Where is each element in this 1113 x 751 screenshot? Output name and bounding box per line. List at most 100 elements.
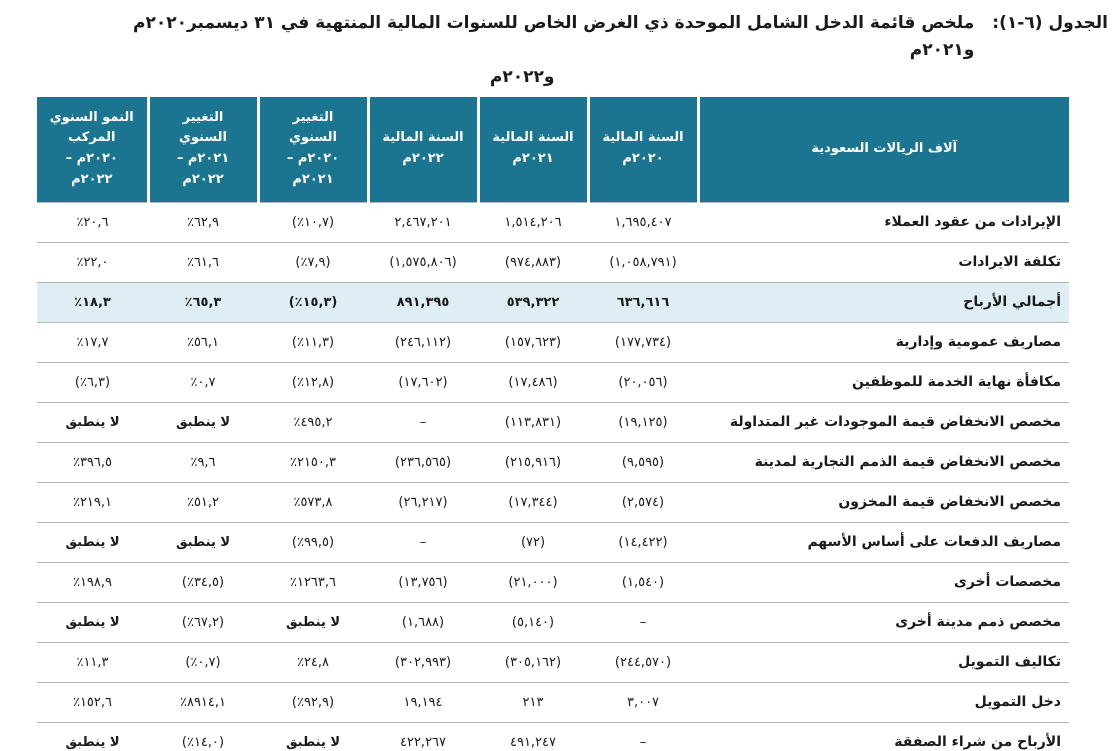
col-header-fy2020: السنة المالية ٢٠٢٠م [588, 97, 700, 202]
cell-annual-change-2021-2022: لا ينطبق [148, 522, 258, 563]
table-caption: الجدول (٦-١): ملخص قائمة الدخل الشامل ال… [0, 0, 1113, 91]
cell-annual-change-2021-2022: (٦٧,٢٪) [148, 602, 258, 643]
cell-fy2022: ٨٩١,٣٩٥ [368, 282, 478, 323]
cell-annual-change-2021-2022: (١٤,٠٪) [148, 722, 258, 751]
row-label: مخصصات أخرى [698, 562, 1069, 603]
cell-annual-change-2020-2021: (١١,٣٪) [258, 322, 368, 363]
cell-annual-change-2020-2021: لا ينطبق [258, 722, 368, 751]
cell-annual-change-2020-2021: (٩٩,٥٪) [258, 522, 368, 563]
cell-fy2022: (٢٣٦,٥٦٥) [368, 442, 478, 483]
cell-cagr-2020-2022: لا ينطبق [37, 522, 148, 563]
cell-fy2022: (٣٠٢,٩٩٣) [368, 642, 478, 683]
cell-annual-change-2020-2021: (١٠,٧٪) [258, 201, 368, 243]
table-row: مصاريف عمومية وإدارية (١٧٧,٧٣٤) (١٥٧,٦٢٣… [37, 322, 1069, 363]
cell-cagr-2020-2022: لا ينطبق [37, 402, 148, 443]
table-row: الأرباح من شراء الصفقة – ٤٩١,٢٤٧ ٤٢٢,٢٦٧… [37, 722, 1069, 751]
cell-fy2021: (٢١٥,٩١٦) [478, 442, 588, 483]
cell-annual-change-2021-2022: ٦٢,٩٪ [148, 201, 258, 243]
col-header-fy2021: السنة المالية ٢٠٢١م [478, 97, 590, 202]
cell-annual-change-2021-2022: ٩,٦٪ [148, 442, 258, 483]
row-label: تكلفة الايرادات [698, 242, 1069, 283]
cell-fy2022: (١٧,٦٠٢) [368, 362, 478, 403]
row-label: أجمالي الأرباح [698, 282, 1069, 323]
row-label: مكافأة نهاية الخدمة للموظفين [698, 362, 1069, 403]
cell-fy2021: (١٧,٣٤٤) [478, 482, 588, 523]
table-row: مكافأة نهاية الخدمة للموظفين (٢٠,٠٥٦) (١… [37, 362, 1069, 403]
row-label: مصاريف عمومية وإدارية [698, 322, 1069, 363]
financial-summary-table: آلاف الريالات السعودية السنة المالية ٢٠٢… [37, 97, 1069, 751]
cell-fy2020: (٩,٥٩٥) [588, 442, 698, 483]
table-row: مخصصات أخرى (١,٥٤٠) (٢١,٠٠٠) (١٣,٧٥٦) ١٢… [37, 562, 1069, 603]
cell-fy2020: (٢,٥٧٤) [588, 482, 698, 523]
cell-fy2020: (٢٠,٠٥٦) [588, 362, 698, 403]
cell-cagr-2020-2022: ١٨,٣٪ [37, 282, 148, 323]
cell-fy2020: (١,٥٤٠) [588, 562, 698, 603]
table-title: ملخص قائمة الدخل الشامل الموحدة ذي الغرض… [70, 10, 974, 91]
cell-annual-change-2020-2021: (١٥,٣٪) [258, 282, 368, 323]
cell-fy2021: (٣٠٥,١٦٢) [478, 642, 588, 683]
table-row: مخصص ذمم مدينة أخرى – (٥,١٤٠) (١,٦٨٨) لا… [37, 602, 1069, 643]
table-row: مصاريف الدفعات على أساس الأسهم (١٤,٤٢٢) … [37, 522, 1069, 563]
cell-cagr-2020-2022: ٢١٩,١٪ [37, 482, 148, 523]
table-row: أجمالي الأرباح ٦٣٦,٦١٦ ٥٣٩,٣٢٢ ٨٩١,٣٩٥ (… [37, 282, 1069, 323]
cell-fy2022: (٢٦,٢١٧) [368, 482, 478, 523]
cell-fy2021: ٢١٣ [478, 682, 588, 723]
row-label: تكاليف التمويل [698, 642, 1069, 683]
table-title-line1: ملخص قائمة الدخل الشامل الموحدة ذي الغرض… [133, 13, 975, 60]
table-title-line2: و٢٠٢٢م [489, 67, 555, 87]
row-label: الأرباح من شراء الصفقة [698, 722, 1069, 751]
cell-annual-change-2020-2021: لا ينطبق [258, 602, 368, 643]
cell-cagr-2020-2022: ١٧,٧٪ [37, 322, 148, 363]
cell-fy2022: – [368, 522, 478, 563]
row-label: مخصص الانخفاض قيمة الذمم التجارية لمدينة [698, 442, 1069, 483]
cell-annual-change-2020-2021: (٧,٩٪) [258, 242, 368, 283]
cell-fy2021: (١٥٧,٦٢٣) [478, 322, 588, 363]
cell-fy2021: (٢١,٠٠٠) [478, 562, 588, 603]
cell-annual-change-2021-2022: ٦٥,٣٪ [148, 282, 258, 323]
table-body: الإيرادات من عقود العملاء ١,٦٩٥,٤٠٧ ١,٥١… [37, 201, 1069, 751]
cell-fy2020: ١,٦٩٥,٤٠٧ [588, 201, 698, 243]
cell-fy2022: ٤٢٢,٢٦٧ [368, 722, 478, 751]
row-label: مصاريف الدفعات على أساس الأسهم [698, 522, 1069, 563]
cell-fy2022: ٢,٤٦٧,٢٠١ [368, 201, 478, 243]
cell-fy2020: ٣,٠٠٧ [588, 682, 698, 723]
col-header-annual-change-2021-2022: التغيير السنوي ٢٠٢١م – ٢٠٢٢م [148, 97, 260, 202]
cell-annual-change-2021-2022: ٥١,٢٪ [148, 482, 258, 523]
cell-cagr-2020-2022: ٣٩٦,٥٪ [37, 442, 148, 483]
cell-annual-change-2020-2021: (١٢,٨٪) [258, 362, 368, 403]
cell-annual-change-2020-2021: ٢١٥٠,٣٪ [258, 442, 368, 483]
cell-fy2020: – [588, 602, 698, 643]
cell-annual-change-2021-2022: ٦١,٦٪ [148, 242, 258, 283]
cell-fy2020: (٢٤٤,٥٧٠) [588, 642, 698, 683]
table-row: الإيرادات من عقود العملاء ١,٦٩٥,٤٠٧ ١,٥١… [37, 201, 1069, 243]
cell-cagr-2020-2022: ١١,٣٪ [37, 642, 148, 683]
col-header-annual-change-2020-2021: التغيير السنوي ٢٠٢٠م – ٢٠٢١م [258, 97, 370, 202]
row-label: مخصص الانخفاض قيمة المخزون [698, 482, 1069, 523]
table-row: دخل التمويل ٣,٠٠٧ ٢١٣ ١٩,١٩٤ (٩٢,٩٪) ٨٩١… [37, 682, 1069, 723]
cell-fy2022: (١,٥٧٥,٨٠٦) [368, 242, 478, 283]
cell-annual-change-2021-2022: ٠,٧٪ [148, 362, 258, 403]
col-header-currency-unit: آلاف الريالات السعودية [698, 97, 1069, 202]
cell-fy2021: (٩٧٤,٨٨٣) [478, 242, 588, 283]
cell-annual-change-2020-2021: ٢٤,٨٪ [258, 642, 368, 683]
table-row: مخصص الانخفاض قيمة الذمم التجارية لمدينة… [37, 442, 1069, 483]
cell-cagr-2020-2022: (٦,٣٪) [37, 362, 148, 403]
table-row: تكلفة الايرادات (١,٠٥٨,٧٩١) (٩٧٤,٨٨٣) (١… [37, 242, 1069, 283]
table-caption-number: الجدول (٦-١): [992, 13, 1108, 33]
table-row: مخصص الانخفاض قيمة الموجودات غير المتداو… [37, 402, 1069, 443]
cell-fy2021: (١١٣,٨٣١) [478, 402, 588, 443]
row-label: دخل التمويل [698, 682, 1069, 723]
cell-cagr-2020-2022: لا ينطبق [37, 722, 148, 751]
table-row: مخصص الانخفاض قيمة المخزون (٢,٥٧٤) (١٧,٣… [37, 482, 1069, 523]
cell-fy2020: (١٩,١٢٥) [588, 402, 698, 443]
cell-fy2021: (١٧,٤٨٦) [478, 362, 588, 403]
cell-fy2020: – [588, 722, 698, 751]
cell-annual-change-2020-2021: ١٢٦٣,٦٪ [258, 562, 368, 603]
cell-fy2022: (١٣,٧٥٦) [368, 562, 478, 603]
cell-fy2021: (٧٢) [478, 522, 588, 563]
cell-cagr-2020-2022: ٢٠,٦٪ [37, 201, 148, 243]
table-header: آلاف الريالات السعودية السنة المالية ٢٠٢… [37, 97, 1069, 202]
cell-fy2020: (١٧٧,٧٣٤) [588, 322, 698, 363]
cell-cagr-2020-2022: ١٩٨,٩٪ [37, 562, 148, 603]
